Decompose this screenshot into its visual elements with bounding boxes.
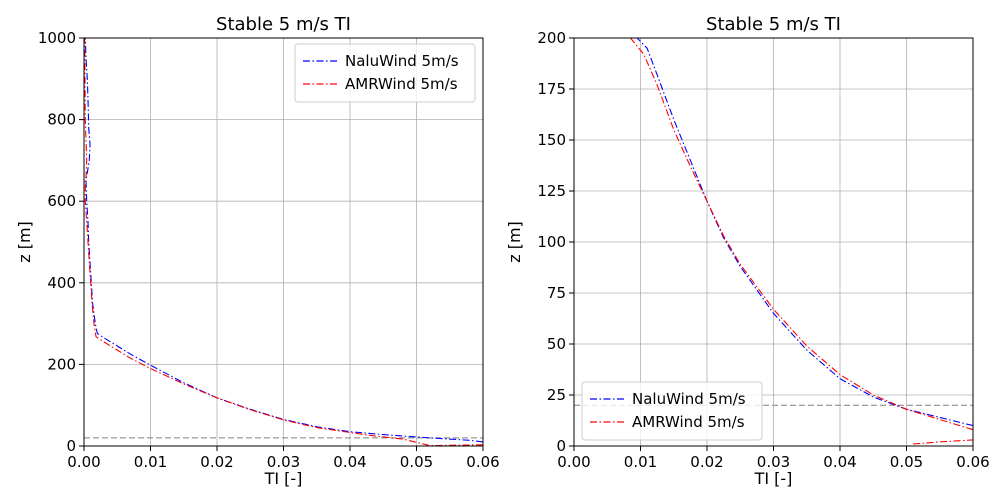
grid-lines — [573, 37, 974, 447]
chart-title: Stable 5 m/s TI — [706, 14, 841, 35]
legend: NaluWind 5m/s AMRWind 5m/s — [581, 381, 763, 441]
legend-box — [294, 43, 476, 103]
x-tick-label: 0.00 — [557, 453, 590, 471]
series-line-naluwind-5m-s — [84, 38, 483, 443]
x-tick-label: 0.04 — [333, 453, 366, 471]
x-tick-label: 0.06 — [466, 453, 499, 471]
y-axis-label: z [m] — [505, 221, 524, 263]
x-tick-labels: 0.00 0.01 0.02 0.03 0.04 0.05 0.06 — [67, 446, 500, 471]
y-tick-label: 75 — [547, 284, 566, 302]
x-tick-label: 0.03 — [757, 453, 790, 471]
x-tick-label: 0.02 — [200, 453, 233, 471]
x-tick-label: 0.02 — [690, 453, 723, 471]
legend-label-amrwind: AMRWind 5m/s — [345, 75, 458, 93]
x-tick-label: 0.05 — [890, 453, 923, 471]
y-tick-label: 1000 — [38, 29, 76, 47]
x-tick-label: 0.03 — [267, 453, 300, 471]
y-tick-label: 50 — [547, 335, 566, 353]
chart-left: 0.00 0.01 0.02 0.03 0.04 0.05 0.06 0 200 400 600 8… — [15, 14, 500, 488]
x-tick-label: 0.00 — [67, 453, 100, 471]
series-line-extra-segment — [913, 439, 973, 445]
legend-box — [581, 381, 763, 441]
x-tick-labels: 0.00 0.01 0.02 0.03 0.04 0.05 0.06 — [557, 446, 990, 471]
y-tick-label: 150 — [537, 131, 566, 149]
legend-label-naluwind: NaluWind 5m/s — [632, 390, 746, 408]
y-tick-label: 100 — [537, 233, 566, 251]
y-tick-label: 400 — [47, 274, 76, 292]
y-tick-label: 600 — [47, 192, 76, 210]
y-tick-label: 200 — [47, 355, 76, 373]
chart-title: Stable 5 m/s TI — [216, 14, 351, 35]
series-line-naluwind-5m-s — [636, 38, 973, 427]
x-tick-label: 0.06 — [956, 453, 989, 471]
y-axis-label: z [m] — [15, 221, 34, 263]
y-tick-labels: 0 25 50 75 100 125 150 175 200 — [537, 29, 574, 455]
series-line-amrwind-5m-s — [84, 38, 483, 446]
chart-right: 0.00 0.01 0.02 0.03 0.04 0.05 0.06 0 25 50 75 100 1… — [505, 14, 990, 488]
y-tick-label: 0 — [556, 437, 566, 455]
series-line-amrwind-5m-s — [630, 38, 973, 431]
y-tick-label: 800 — [47, 111, 76, 129]
y-tick-label: 175 — [537, 80, 566, 98]
y-tick-label: 125 — [537, 182, 566, 200]
x-tick-label: 0.04 — [823, 453, 856, 471]
x-tick-label: 0.01 — [134, 453, 167, 471]
y-tick-labels: 0 200 400 600 800 1000 — [38, 29, 84, 455]
legend-label-naluwind: NaluWind 5m/s — [345, 52, 459, 70]
y-tick-label: 200 — [537, 29, 566, 47]
y-tick-label: 0 — [66, 437, 76, 455]
series-lines — [84, 38, 483, 446]
series-lines — [630, 38, 973, 445]
x-axis-label: TI [-] — [264, 469, 303, 488]
legend: NaluWind 5m/s AMRWind 5m/s — [294, 43, 476, 103]
x-tick-label: 0.01 — [624, 453, 657, 471]
x-axis-label: TI [-] — [754, 469, 793, 488]
legend-label-amrwind: AMRWind 5m/s — [632, 413, 745, 431]
y-tick-label: 25 — [547, 386, 566, 404]
x-tick-label: 0.05 — [400, 453, 433, 471]
